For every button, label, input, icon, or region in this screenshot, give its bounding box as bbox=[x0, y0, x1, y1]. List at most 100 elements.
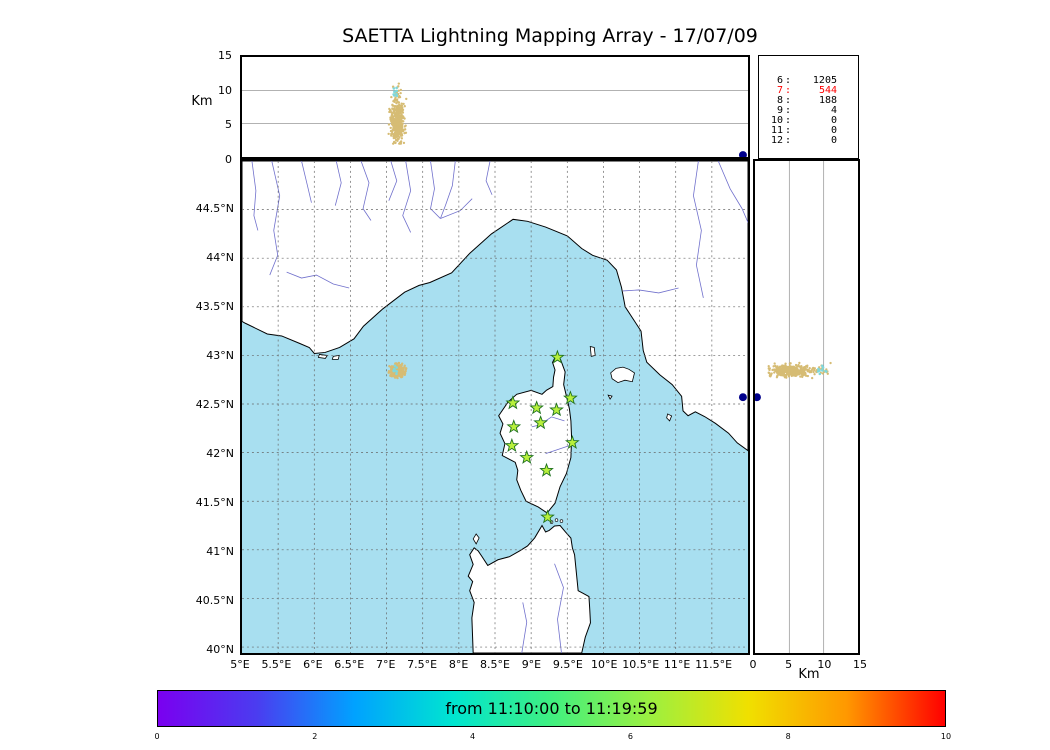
source-point bbox=[401, 108, 405, 112]
source-point bbox=[392, 121, 395, 124]
source-point bbox=[768, 367, 771, 370]
station-star-marker bbox=[519, 449, 535, 464]
count-colon: : bbox=[784, 135, 792, 146]
source-point bbox=[397, 103, 401, 107]
source-count-rows: 6: 1205 7: 544 8: 188 9: 4 10: 0 11: 0 12: 0 bbox=[767, 76, 858, 146]
source-point bbox=[813, 368, 816, 372]
source-point bbox=[392, 87, 396, 90]
source-point bbox=[768, 374, 772, 378]
source-point bbox=[402, 371, 405, 374]
source-point bbox=[813, 373, 816, 376]
river bbox=[286, 271, 350, 289]
island bbox=[472, 533, 480, 545]
source-point bbox=[390, 130, 394, 134]
count-row-11: 11: 0 bbox=[767, 126, 858, 136]
source-point bbox=[393, 128, 396, 132]
count-colon: : bbox=[784, 105, 792, 116]
altitude-latitude-plot bbox=[755, 161, 832, 653]
island bbox=[331, 354, 340, 360]
altitude-longitude-panel bbox=[240, 55, 750, 159]
river bbox=[269, 161, 281, 276]
source-point bbox=[806, 374, 810, 378]
count-level: 11 bbox=[770, 125, 783, 136]
source-point bbox=[799, 375, 802, 378]
count-row-10: 10: 0 bbox=[767, 116, 858, 126]
altitude-axis-label-right: Km bbox=[798, 667, 820, 682]
latitude-tick: 44.5°N bbox=[195, 201, 234, 215]
river bbox=[521, 602, 528, 653]
latitude-tick: 40.5°N bbox=[195, 593, 234, 607]
source-point bbox=[398, 109, 402, 112]
source-point bbox=[403, 128, 407, 131]
longitude-tick: 8°E bbox=[448, 658, 469, 671]
island bbox=[317, 353, 329, 359]
source-point bbox=[400, 137, 404, 140]
source-point bbox=[388, 109, 392, 112]
longitude-tick: 11.5°E bbox=[695, 658, 733, 671]
source-point bbox=[738, 393, 747, 402]
source-point bbox=[774, 364, 777, 368]
source-point bbox=[390, 122, 394, 126]
source-point bbox=[391, 115, 395, 118]
source-point bbox=[387, 132, 390, 136]
station-star-marker bbox=[540, 509, 555, 524]
source-point bbox=[803, 367, 806, 371]
source-point bbox=[404, 368, 408, 371]
source-point bbox=[401, 122, 404, 125]
top-panel-ytick: 5 bbox=[225, 118, 232, 132]
time-colorbar: from 11:10:00 to 11:19:59 bbox=[157, 690, 946, 727]
source-point bbox=[403, 125, 407, 128]
right-panel-xtick: 10 bbox=[817, 658, 832, 671]
source-point bbox=[394, 123, 398, 126]
count-level: 7 bbox=[776, 85, 783, 96]
source-point bbox=[396, 139, 399, 142]
source-point bbox=[391, 118, 394, 121]
source-point bbox=[821, 366, 825, 369]
longitude-tick: 10.5°E bbox=[622, 658, 660, 671]
count-value: 544 bbox=[818, 85, 837, 96]
source-point bbox=[391, 85, 395, 88]
source-point bbox=[403, 364, 406, 367]
source-point bbox=[780, 372, 783, 375]
source-point bbox=[393, 364, 397, 368]
source-point bbox=[825, 370, 828, 373]
river bbox=[334, 161, 342, 206]
source-point bbox=[392, 136, 396, 140]
latitude-tick: 41.5°N bbox=[195, 495, 234, 509]
latitude-tick: 44°N bbox=[206, 250, 234, 264]
source-point bbox=[829, 361, 832, 365]
source-point bbox=[782, 368, 785, 371]
source-point bbox=[391, 132, 394, 136]
source-point bbox=[401, 128, 404, 131]
river bbox=[251, 161, 259, 231]
colorbar-tick: 6 bbox=[627, 732, 633, 741]
source-point bbox=[793, 366, 796, 369]
source-point bbox=[395, 370, 399, 373]
top-panel-ytick: 10 bbox=[218, 83, 232, 97]
longitude-tick: 7.5°E bbox=[407, 658, 438, 671]
top-panel-ytick: 15 bbox=[218, 49, 232, 62]
source-point bbox=[820, 368, 824, 371]
source-point bbox=[804, 374, 808, 377]
count-row-6: 6: 1205 bbox=[767, 76, 858, 86]
source-point bbox=[390, 372, 393, 376]
longitude-tick: 11°E bbox=[663, 658, 691, 671]
source-point bbox=[778, 371, 781, 374]
source-point bbox=[401, 106, 404, 109]
source-point bbox=[394, 96, 397, 99]
source-point bbox=[399, 114, 403, 117]
source-point bbox=[781, 370, 785, 374]
colorbar-tick: 0 bbox=[154, 732, 160, 741]
station-star-marker bbox=[565, 434, 580, 450]
source-point bbox=[783, 366, 787, 369]
longitude-tick: 9.5°E bbox=[552, 658, 583, 671]
station-star-marker bbox=[506, 419, 522, 434]
islet bbox=[559, 519, 564, 523]
source-point bbox=[399, 366, 402, 369]
source-point bbox=[400, 370, 403, 374]
source-point bbox=[396, 125, 399, 128]
latitude-tick: 41°N bbox=[206, 544, 234, 558]
colorbar-tick: 10 bbox=[940, 732, 952, 741]
source-point bbox=[776, 375, 779, 378]
source-point bbox=[393, 120, 397, 123]
